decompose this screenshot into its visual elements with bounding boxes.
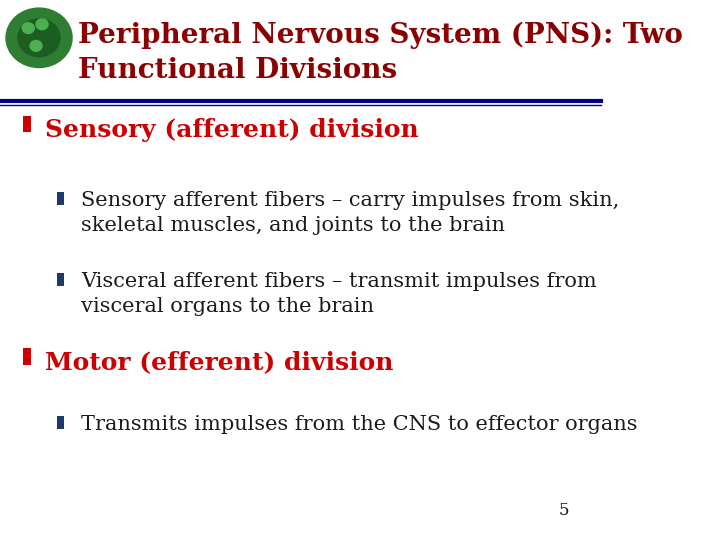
Text: Functional Divisions: Functional Divisions xyxy=(78,57,397,84)
Text: Sensory afferent fibers – carry impulses from skin,
skeletal muscles, and joints: Sensory afferent fibers – carry impulses… xyxy=(81,191,619,235)
FancyBboxPatch shape xyxy=(57,416,64,429)
FancyBboxPatch shape xyxy=(57,192,64,205)
Text: Peripheral Nervous System (PNS): Two: Peripheral Nervous System (PNS): Two xyxy=(78,22,683,49)
Text: Visceral afferent fibers – transmit impulses from
visceral organs to the brain: Visceral afferent fibers – transmit impu… xyxy=(81,272,597,316)
Circle shape xyxy=(36,19,48,30)
Text: 5: 5 xyxy=(559,503,569,519)
Text: Motor (efferent) division: Motor (efferent) division xyxy=(45,350,394,374)
FancyBboxPatch shape xyxy=(23,116,31,132)
FancyBboxPatch shape xyxy=(23,348,31,364)
Circle shape xyxy=(30,40,42,51)
FancyBboxPatch shape xyxy=(57,273,64,286)
Circle shape xyxy=(18,19,60,57)
Text: Sensory (afferent) division: Sensory (afferent) division xyxy=(45,118,419,141)
Circle shape xyxy=(22,23,35,33)
Circle shape xyxy=(6,8,72,68)
Text: Transmits impulses from the CNS to effector organs: Transmits impulses from the CNS to effec… xyxy=(81,415,638,434)
